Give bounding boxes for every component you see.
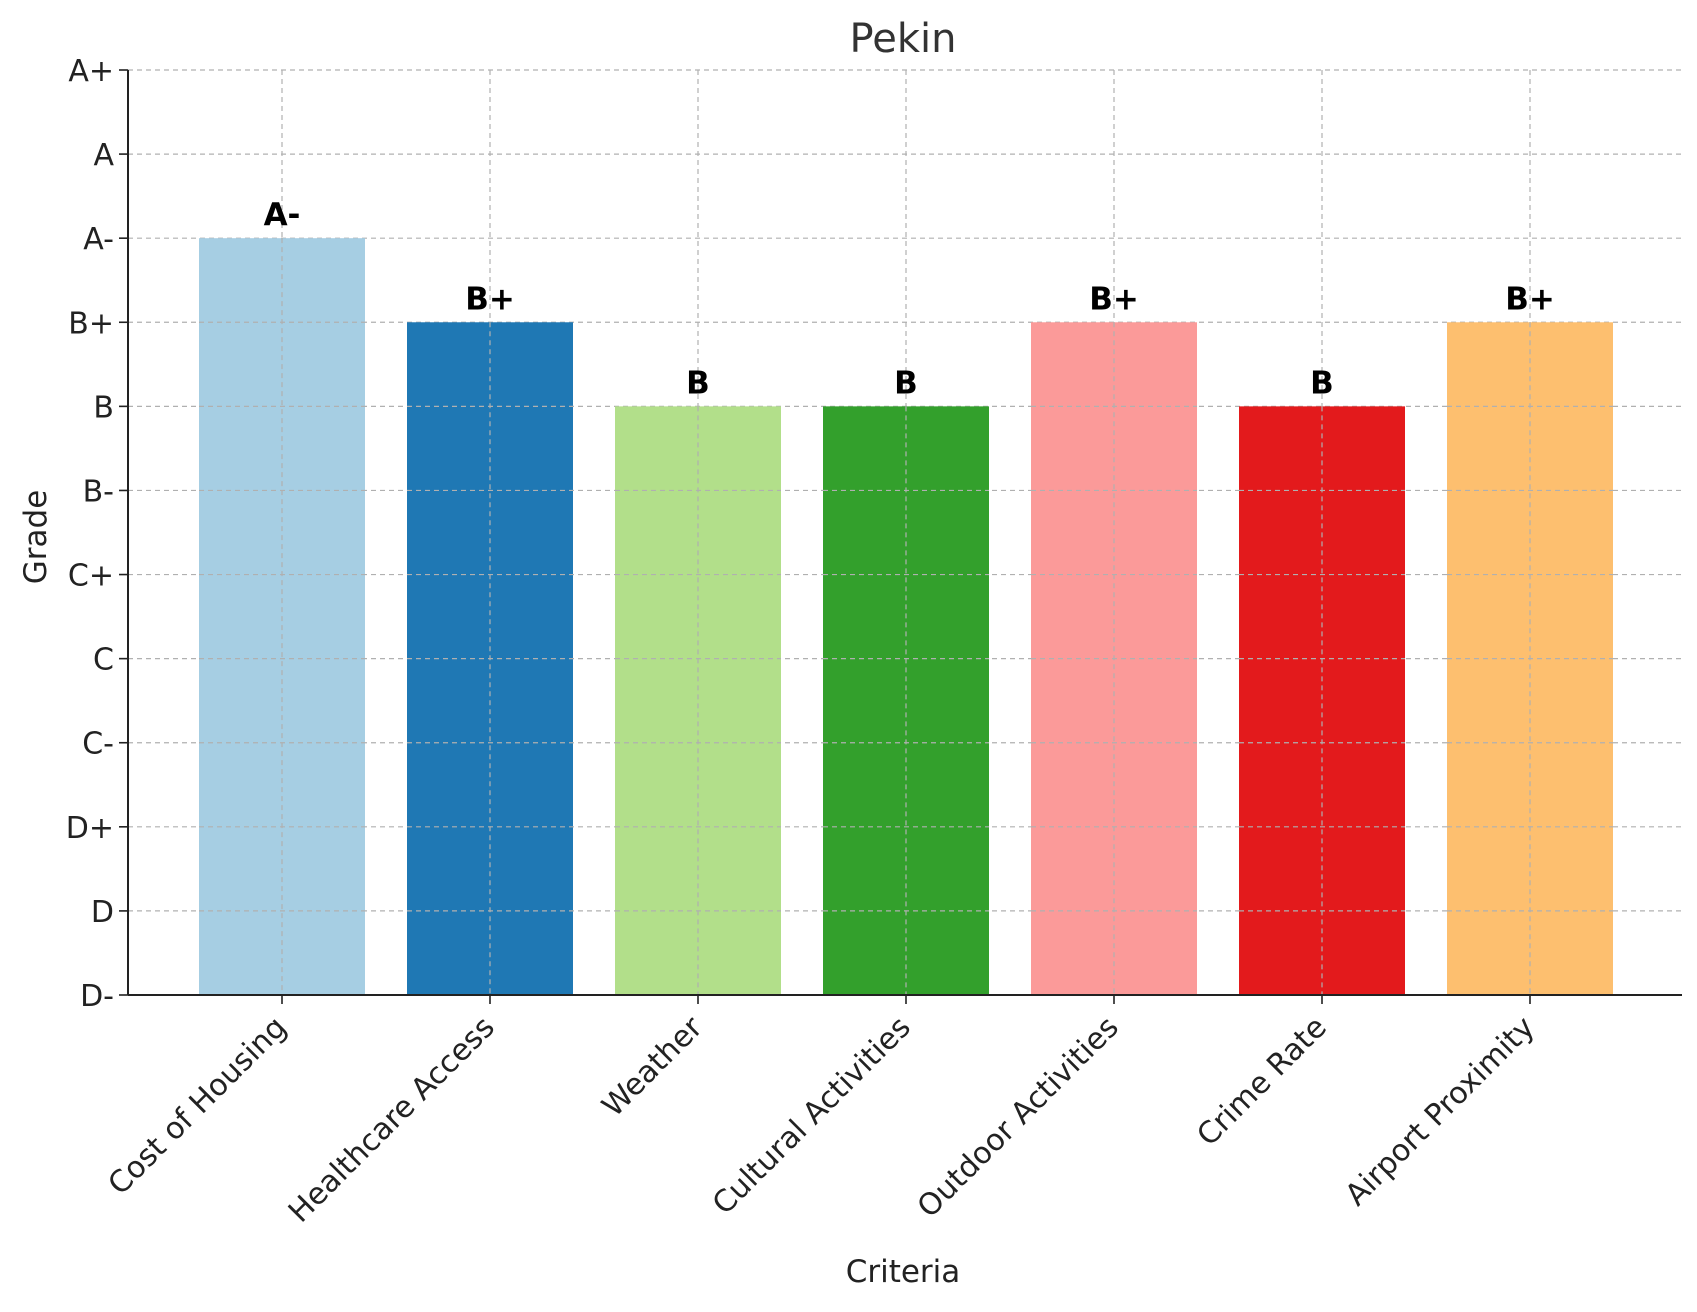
data-label: B+ (1505, 281, 1555, 317)
data-label: B (894, 365, 918, 401)
x-tick-label: Weather (596, 1009, 711, 1124)
x-tick-label: Outdoor Activities (911, 1010, 1126, 1225)
data-label: B (1310, 365, 1334, 401)
x-tick-label: Crime Rate (1190, 1010, 1333, 1153)
y-tick-label: D (91, 895, 114, 930)
axes (119, 69, 1682, 1004)
bar-weather (615, 406, 781, 995)
chart-title: Pekin (850, 16, 957, 62)
data-label: B+ (465, 281, 515, 317)
y-tick-label: B- (83, 474, 114, 509)
x-tick-label: Cultural Activities (706, 1010, 918, 1222)
data-label: A- (264, 197, 301, 233)
y-tick-label: A- (83, 222, 114, 257)
x-tick-label: Healthcare Access (282, 1010, 502, 1230)
data-label: B (686, 365, 710, 401)
data-label: B+ (1089, 281, 1139, 317)
bar-cultural-activities (823, 406, 989, 995)
x-axis-title: Criteria (846, 1254, 961, 1290)
y-tick-label: B+ (68, 306, 114, 341)
y-tick-label: D+ (66, 811, 114, 846)
y-tick-label: C+ (68, 559, 114, 594)
y-tick-label: D- (80, 979, 114, 1014)
y-tick-label: A (93, 138, 114, 173)
bar-crime-rate (1239, 406, 1405, 995)
y-tick-label: A+ (68, 54, 114, 89)
x-tick-label: Airport Proximity (1339, 1010, 1542, 1213)
y-tick-label: B (93, 390, 114, 425)
x-tick-label: Cost of Housing (102, 1010, 294, 1202)
y-tick-label: C- (82, 727, 114, 762)
y-tick-label: C (93, 643, 114, 678)
bars (199, 238, 1613, 996)
data-labels: A- B+ B B B+ B B+ (264, 197, 1555, 401)
y-axis-title: Grade (18, 490, 54, 585)
